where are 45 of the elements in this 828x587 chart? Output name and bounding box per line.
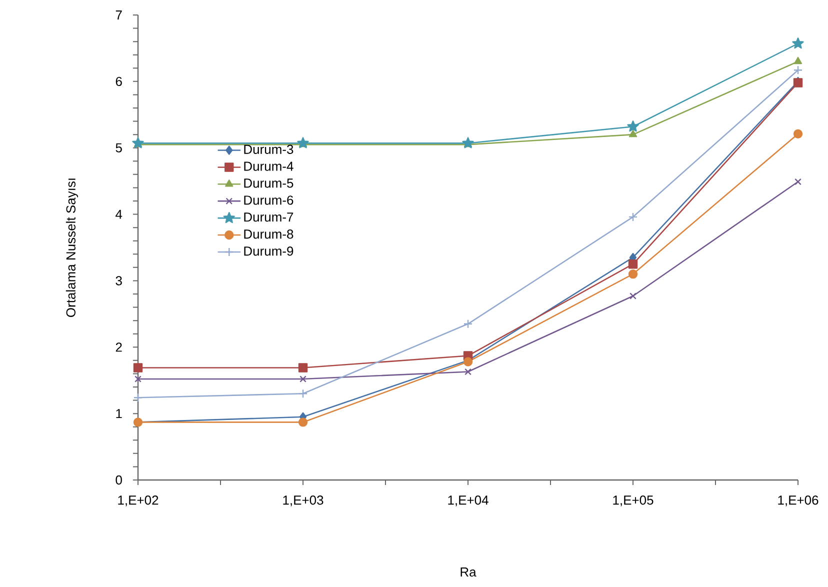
point bbox=[627, 120, 639, 132]
point bbox=[298, 389, 308, 398]
point bbox=[794, 56, 802, 64]
point bbox=[300, 376, 306, 382]
y-tick-label: 7 bbox=[116, 10, 122, 20]
point bbox=[132, 137, 144, 148]
point bbox=[628, 130, 638, 138]
x-tick-label: 1,E+03 bbox=[283, 496, 324, 506]
point bbox=[628, 212, 638, 222]
point bbox=[794, 178, 802, 186]
point bbox=[630, 292, 636, 300]
point bbox=[628, 260, 638, 269]
point bbox=[628, 269, 638, 279]
point bbox=[793, 66, 803, 75]
x-tick-label: 1,E+05 bbox=[613, 496, 654, 506]
x-axis-title: Ra bbox=[460, 568, 476, 577]
y-tick-label: 6 bbox=[116, 76, 122, 86]
point bbox=[298, 418, 308, 427]
y-tick-label: 2 bbox=[116, 342, 122, 352]
point bbox=[462, 137, 474, 148]
legend-label: Durum-3 bbox=[244, 144, 294, 154]
y-tick-label: 5 bbox=[116, 143, 122, 152]
legend-label: Durum-7 bbox=[244, 212, 294, 222]
legend-label: Durum-9 bbox=[244, 246, 294, 256]
point bbox=[464, 368, 472, 376]
x-tick-label: 1,E+04 bbox=[448, 496, 488, 506]
x-tick-label: 1,E+02 bbox=[118, 496, 158, 506]
y-tick-label: 1 bbox=[116, 409, 122, 418]
y-axis-title: Ortalama Nusselt Sayısı bbox=[66, 178, 78, 317]
point bbox=[792, 37, 804, 49]
point bbox=[463, 319, 473, 328]
legend-label: Durum-4 bbox=[244, 162, 294, 171]
x-tick-label: 1,E+06 bbox=[778, 496, 818, 506]
point bbox=[793, 129, 803, 139]
point bbox=[298, 363, 308, 372]
legend-label: Durum-6 bbox=[244, 196, 294, 205]
point bbox=[297, 137, 309, 148]
point bbox=[133, 363, 143, 372]
y-tick-label: 4 bbox=[116, 210, 122, 219]
y-tick-label: 0 bbox=[116, 475, 122, 485]
point bbox=[133, 393, 143, 402]
legend-label: Durum-5 bbox=[244, 178, 294, 188]
y-tick-label: 3 bbox=[116, 276, 122, 286]
point bbox=[134, 376, 142, 382]
legend-label: Durum-8 bbox=[244, 229, 294, 239]
